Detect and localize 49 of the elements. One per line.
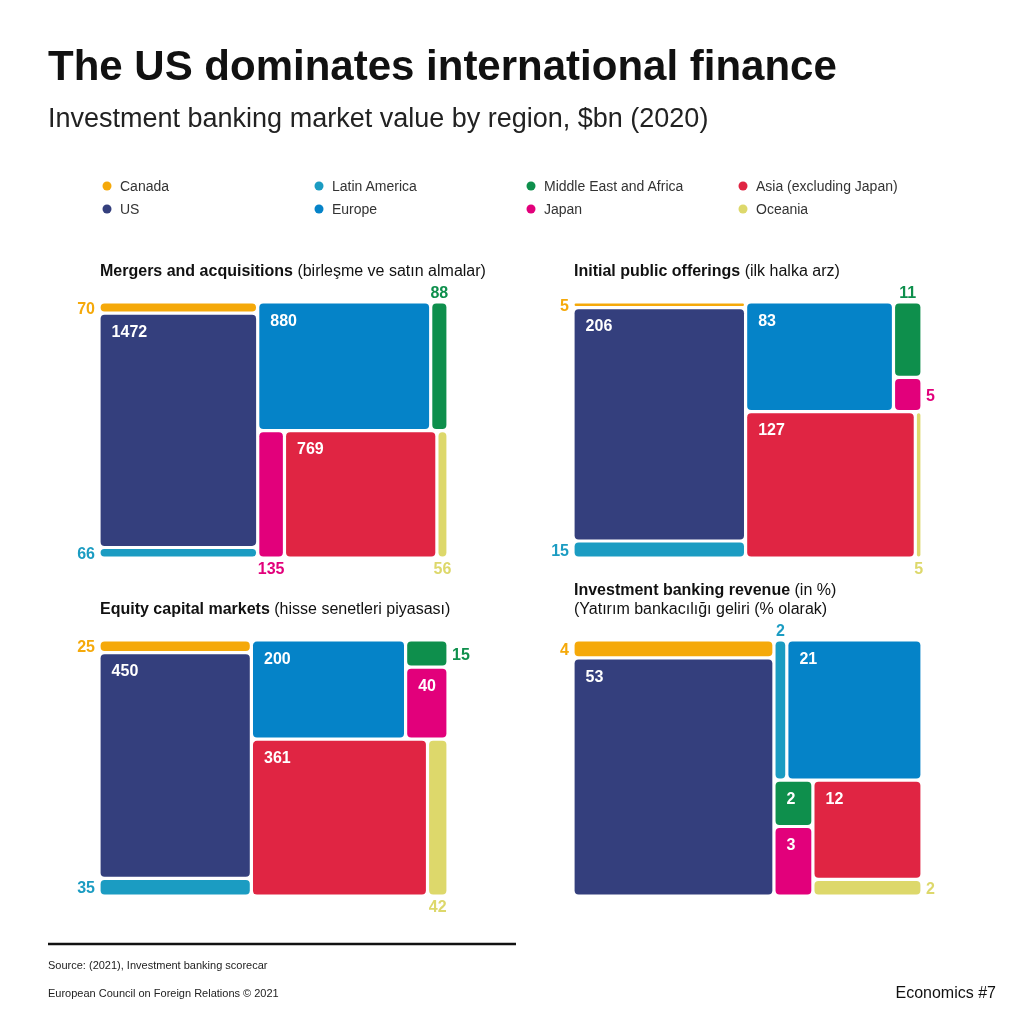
data-label: 35	[77, 879, 96, 897]
data-label: 83	[758, 311, 777, 329]
legend-label: Oceania	[756, 201, 809, 217]
data-label: 25	[77, 638, 96, 656]
data-label: 88	[430, 284, 449, 301]
text: European Council on Foreign Relations © 2021	[48, 987, 279, 999]
category-label: Mergers and acquisitions (birleşme ve satın almalar)	[100, 262, 486, 279]
category-label: Investment banking revenue (in %) (Yatırım bankacılığı geliri (% olarak)	[574, 581, 837, 617]
legend-label: Japan	[544, 201, 583, 217]
data-label: 3	[786, 836, 796, 854]
data-label: 2	[775, 622, 785, 639]
legend-label: US	[120, 201, 140, 217]
data-label: 450	[111, 662, 139, 680]
text: Investment banking market value by region, $bn (2020)	[48, 103, 709, 133]
data-label: 127	[758, 421, 785, 439]
category-label: Equity capital markets (hisse senetleri piyasası)	[100, 600, 451, 617]
data-label: 5	[914, 560, 924, 577]
data-label: 70	[77, 299, 96, 317]
data-label: 4	[560, 640, 570, 658]
legend-label: Europe	[332, 201, 378, 217]
data-label: 11	[899, 284, 917, 301]
data-label: 15	[452, 645, 470, 663]
data-label: 56	[433, 560, 452, 577]
data-label: 135	[257, 560, 285, 577]
legend-label: Canada	[120, 178, 170, 194]
data-label: 42	[428, 898, 447, 915]
data-label: 2	[786, 789, 796, 807]
data-label: 361	[263, 748, 291, 766]
data-label: 880	[270, 311, 298, 329]
category-label: Initial public offerings (ilk halka arz)	[574, 262, 840, 279]
data-label: 15	[551, 541, 570, 559]
data-label: 53	[585, 667, 604, 685]
data-label: 5	[926, 386, 935, 404]
legend-label: Latin America	[332, 178, 418, 194]
text: Economics #7	[895, 984, 997, 1001]
legend-label: Middle East and Africa	[544, 178, 684, 194]
data-label: 40	[418, 676, 437, 694]
data-label: 21	[799, 649, 818, 667]
data-label: 5	[560, 296, 570, 314]
data-label: 206	[585, 317, 613, 335]
source-note: Source: (2021), Investment banking scorecar	[48, 959, 268, 971]
data-label: 12	[825, 789, 844, 807]
data-label: 66	[77, 544, 96, 562]
legend-label: Asia (excluding Japan)	[756, 178, 898, 194]
data-label: 1472	[111, 322, 148, 340]
text: The US dominates international finance	[48, 42, 837, 89]
data-label: 2	[926, 879, 935, 897]
data-label: 200	[263, 649, 291, 667]
data-label: 769	[297, 440, 324, 458]
